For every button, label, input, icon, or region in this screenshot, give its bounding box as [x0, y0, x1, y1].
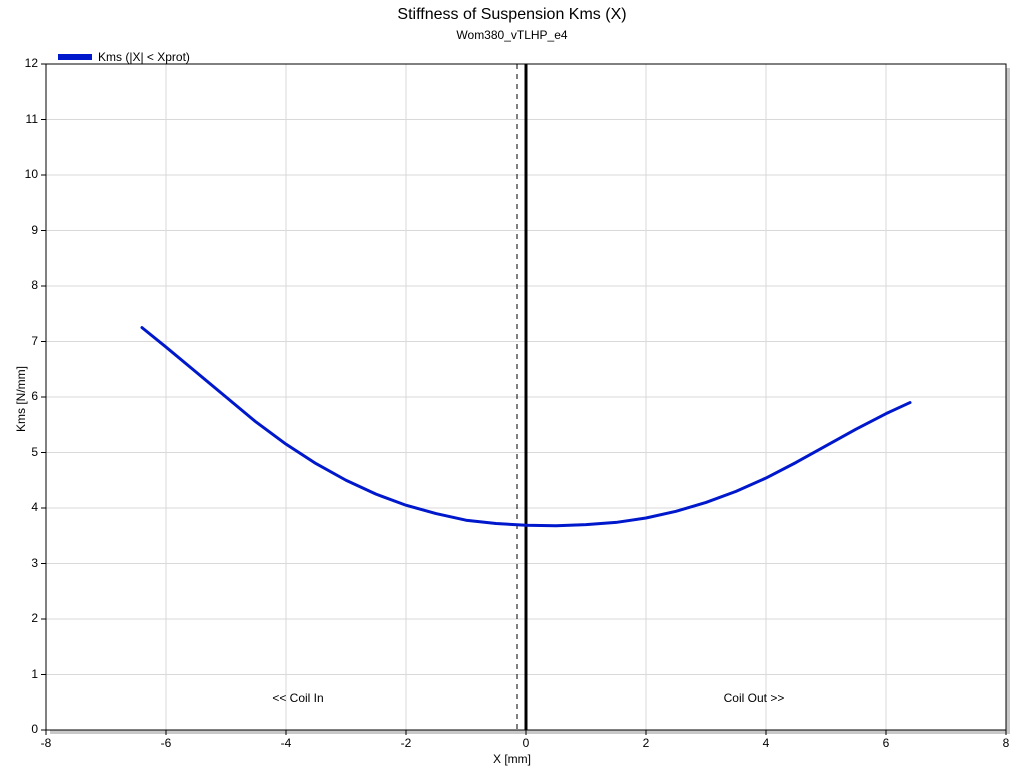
xtick-label: -8 — [31, 736, 61, 750]
ytick-label: 5 — [31, 445, 38, 459]
ytick-label: 11 — [26, 112, 38, 126]
xtick-label: 8 — [991, 736, 1021, 750]
xtick-label: -4 — [271, 736, 301, 750]
ytick-label: 1 — [31, 667, 38, 681]
ytick-label: 9 — [31, 223, 38, 237]
ytick-label: 8 — [31, 278, 38, 292]
xtick-label: 4 — [751, 736, 781, 750]
xtick-label: 0 — [511, 736, 541, 750]
xtick-label: 6 — [871, 736, 901, 750]
annotation: << Coil In — [248, 691, 348, 705]
ytick-label: 0 — [31, 722, 38, 736]
annotation: Coil Out >> — [704, 691, 804, 705]
ytick-label: 6 — [31, 389, 38, 403]
plot-svg — [0, 0, 1024, 768]
x-axis-label: X [mm] — [0, 752, 1024, 766]
xtick-label: -6 — [151, 736, 181, 750]
chart-container: Stiffness of Suspension Kms (X) Wom380_v… — [0, 0, 1024, 768]
ytick-label: 3 — [31, 556, 38, 570]
xtick-label: -2 — [391, 736, 421, 750]
y-axis-label: Kms [N/mm] — [14, 366, 28, 432]
ytick-label: 4 — [31, 500, 38, 514]
ytick-label: 12 — [25, 56, 38, 70]
ytick-label: 10 — [25, 167, 38, 181]
ytick-label: 7 — [31, 334, 38, 348]
xtick-label: 2 — [631, 736, 661, 750]
ytick-label: 2 — [31, 611, 38, 625]
